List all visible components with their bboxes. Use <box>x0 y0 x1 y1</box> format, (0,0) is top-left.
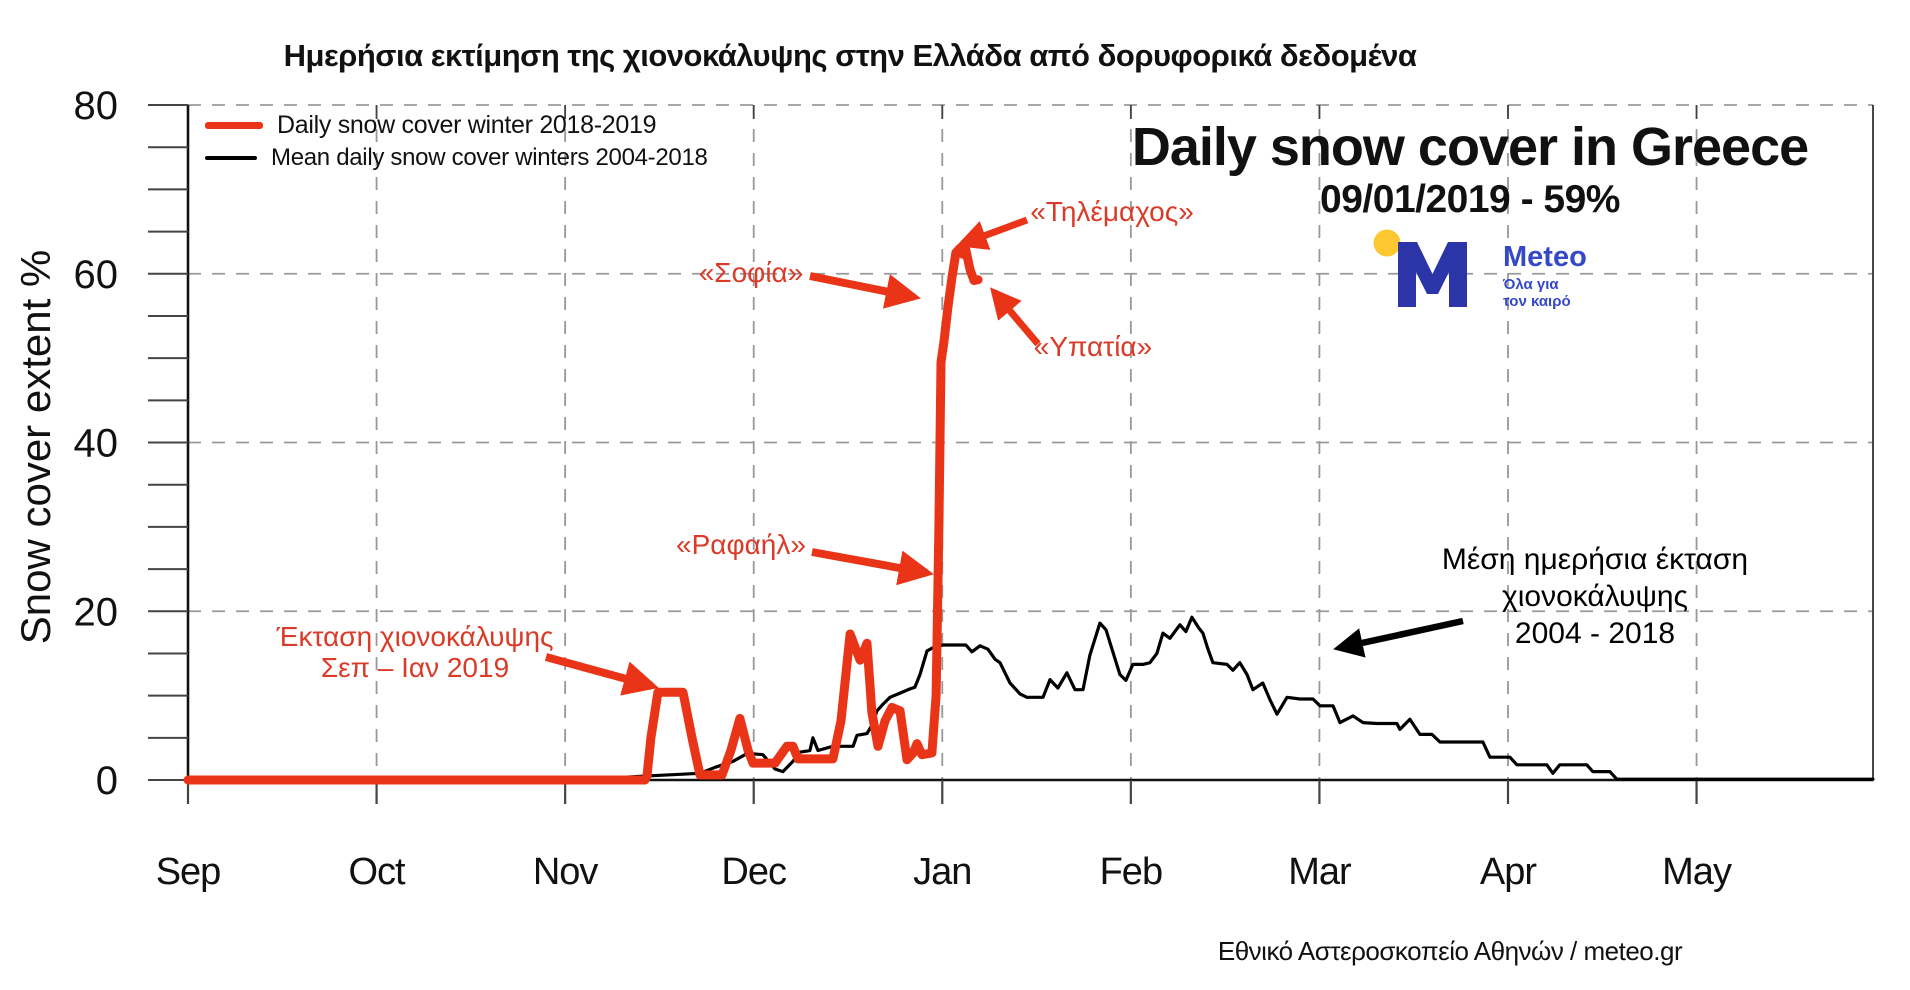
chart-title: Daily snow cover in Greece <box>1131 117 1809 177</box>
x-month-label: May <box>1662 851 1732 893</box>
annotation-arrow-mean <box>1333 617 1464 658</box>
meteo-logo: Meteo Όλα για τον καιρό <box>1373 229 1587 310</box>
annotation-arrow-ektasi <box>544 653 659 696</box>
annotation-text-tilemaxos: «Τηλέμαχος» <box>1030 196 1194 227</box>
series-line-winter-2018-2019 <box>183 243 983 785</box>
x-month-label: Mar <box>1288 851 1352 893</box>
annotation-arrow-rafail <box>811 548 934 586</box>
x-month-label: Apr <box>1480 851 1537 893</box>
series-line-mean-2004-2018 <box>186 615 1875 781</box>
y-axis-title: Snow cover extent % <box>12 249 59 645</box>
annotation-text-ektasi: Έκταση χιονοκάλυψης Σεπ – Ιαν 2019 <box>275 621 553 683</box>
x-month-label: Oct <box>349 851 407 893</box>
logo-tagline-line1: Όλα για <box>1502 276 1559 293</box>
x-month-label: Feb <box>1100 851 1162 893</box>
legend-swatch-red-line <box>205 121 263 129</box>
source-credit: Εθνικό Αστεροσκοπείο Αθηνών / meteo.gr <box>1217 936 1683 966</box>
annotation-arrow-tilemaxos <box>956 216 1029 250</box>
x-month-label: Jan <box>913 851 971 893</box>
legend-item-mean-2004-2018: Mean daily snow cover winters 2004-2018 <box>205 144 708 171</box>
y-tick-label: 40 <box>74 422 119 466</box>
chart-title-block: Daily snow cover in Greece 09/01/2019 - … <box>1060 120 1880 222</box>
logo-tagline-line2: τον καιρό <box>1503 293 1571 310</box>
legend-item-winter-2018-2019: Daily snow cover winter 2018-2019 <box>205 110 708 139</box>
logo-sun-icon <box>1373 229 1401 257</box>
legend-label: Mean daily snow cover winters 2004-2018 <box>271 144 708 171</box>
annotation-text-ypatia: «Υπατία» <box>1034 331 1152 362</box>
y-tick-label: 0 <box>96 759 118 803</box>
legend: Daily snow cover winter 2018-2019 Mean d… <box>205 110 708 178</box>
logo-brand: Meteo <box>1503 241 1587 273</box>
annotation-arrow-ypatia <box>990 287 1041 347</box>
y-tick-label: 20 <box>74 590 119 634</box>
legend-swatch-black-line <box>205 156 257 160</box>
y-tick-label: 60 <box>74 253 119 297</box>
logo-m-icon <box>1398 242 1467 307</box>
page-title: Ημερήσια εκτίμηση της χιονοκάλυψης στην … <box>283 38 1417 73</box>
annotation-text-mean: Μέση ημερήσια έκταση χιονοκάλυψης 2004 - 2… <box>1442 543 1748 650</box>
x-month-label: Dec <box>721 851 786 893</box>
x-month-label: Sep <box>156 851 221 893</box>
chart-subtitle: 09/01/2019 - 59% <box>1320 178 1620 221</box>
annotation-text-rafail: «Ραφαήλ» <box>676 529 806 560</box>
y-tick-label: 80 <box>74 84 119 128</box>
x-month-label: Nov <box>533 851 599 893</box>
legend-label: Daily snow cover winter 2018-2019 <box>277 110 657 139</box>
annotation-arrow-sofia <box>809 272 921 309</box>
annotation-text-sofia: «Σοφία» <box>699 257 804 288</box>
